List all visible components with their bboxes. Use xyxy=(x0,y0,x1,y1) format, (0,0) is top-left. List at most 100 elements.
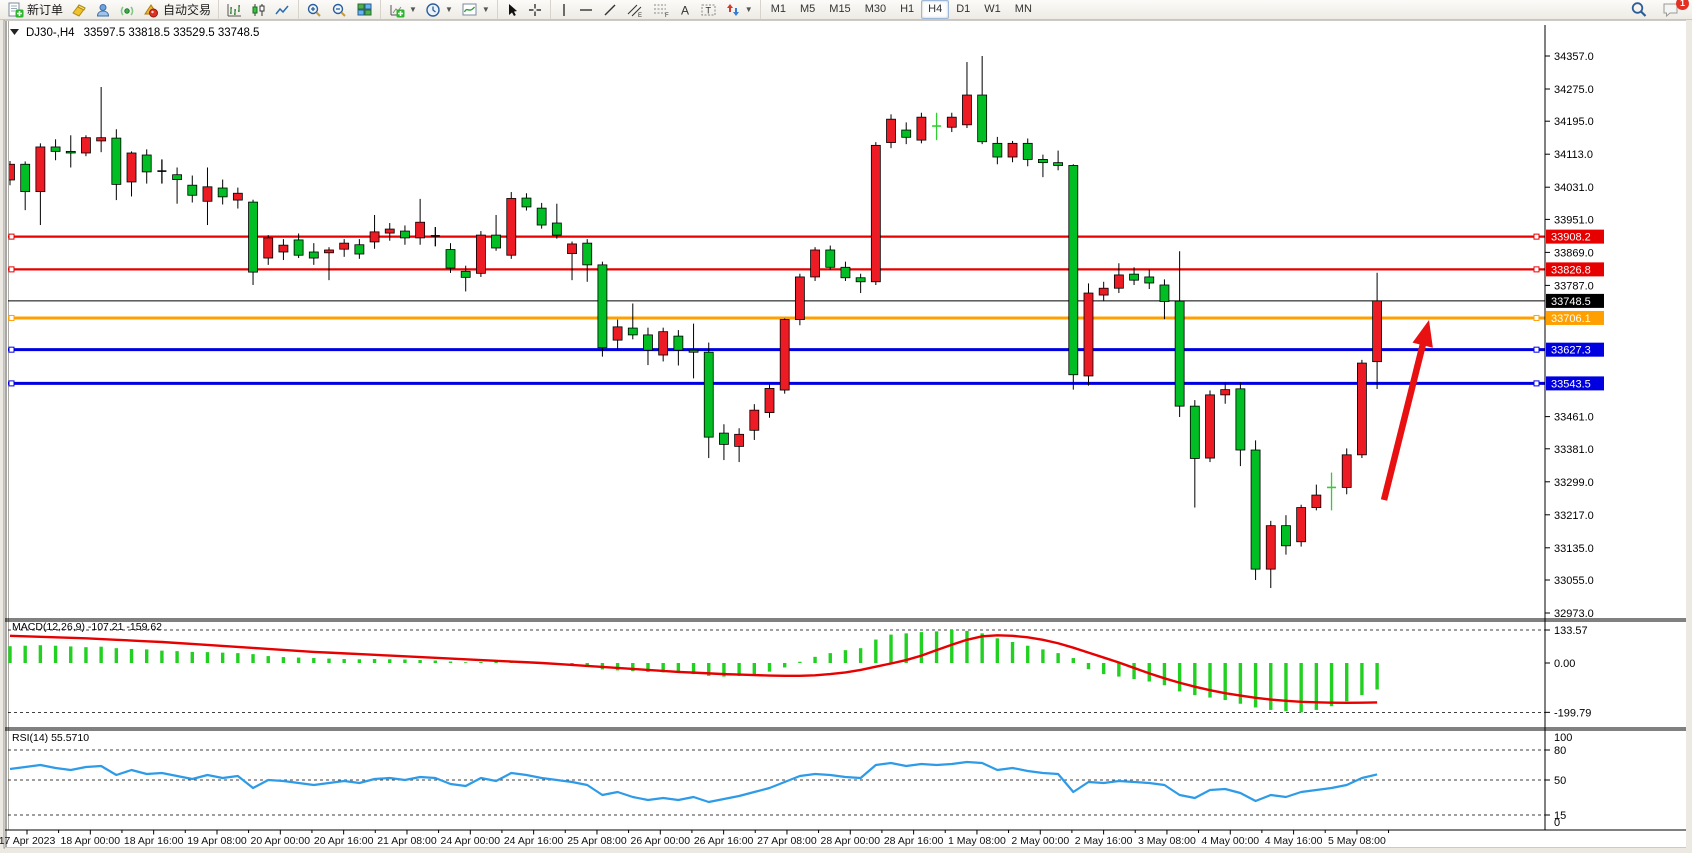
channel-icon[interactable]: E xyxy=(622,0,648,20)
vline-icon[interactable] xyxy=(554,0,574,20)
time-tick-label: 17 Apr 2023 xyxy=(0,835,55,847)
crosshair-icon[interactable] xyxy=(523,0,547,20)
bull-candle xyxy=(810,249,820,278)
price-tick-label: 34275.0 xyxy=(1554,84,1594,96)
fibonacci-icon[interactable]: F xyxy=(648,0,674,20)
trend-arrow-annotation[interactable] xyxy=(1380,320,1433,501)
line-handle[interactable] xyxy=(1533,233,1540,240)
line-handle[interactable] xyxy=(8,233,15,240)
toolbar-group-chart-types xyxy=(218,0,298,19)
price-tick-label: 34357.0 xyxy=(1554,51,1594,63)
bear-candle xyxy=(627,327,638,336)
bull-candle xyxy=(1220,389,1231,396)
line-handle[interactable] xyxy=(8,346,15,353)
bear-candle xyxy=(65,150,76,154)
time-tick-label: 2 May 00:00 xyxy=(1011,835,1069,847)
toolbar-button-label: 自动交易 xyxy=(163,3,212,17)
time-tick-label: 20 Apr 00:00 xyxy=(251,835,311,847)
bull-candle xyxy=(369,231,380,243)
autotrade-button[interactable]: 自动交易 xyxy=(139,0,215,20)
chevron-down-icon: ▼ xyxy=(744,5,753,14)
bull-candle xyxy=(567,243,577,255)
bull-candle xyxy=(779,319,790,391)
price-line-badge xyxy=(1546,342,1604,357)
bull-candle xyxy=(96,137,107,142)
price-chart[interactable]: 34357.0 34275.0 34195.0 34113.0 34031.0 33951… xyxy=(0,19,1692,853)
price-tick-label: 33217.0 xyxy=(1554,510,1594,522)
timeframe-mn-button[interactable]: MN xyxy=(1014,3,1032,15)
bull-candle xyxy=(81,137,91,154)
timeframe-m5-button[interactable]: M5 xyxy=(800,3,816,15)
label-icon[interactable]: T xyxy=(696,0,721,20)
bear-candle xyxy=(217,187,228,198)
bar-chart-icon[interactable] xyxy=(222,0,247,20)
timeframe-h4-button[interactable]: H4 xyxy=(921,0,950,19)
price-line-badge xyxy=(1546,229,1604,244)
chevron-down-icon: ▼ xyxy=(481,5,490,14)
zoom-in-icon[interactable] xyxy=(302,0,327,20)
bull-candle xyxy=(962,94,972,126)
line-handle[interactable] xyxy=(1533,314,1540,321)
time-tick-label: 20 Apr 16:00 xyxy=(314,835,374,847)
bear-candle xyxy=(1053,162,1064,166)
signal-icon[interactable] xyxy=(115,0,139,20)
bear-candle xyxy=(901,129,912,138)
timeframe-h1-button[interactable]: H1 xyxy=(900,3,915,15)
rsi-tick-label: 50 xyxy=(1554,775,1566,787)
line-handle[interactable] xyxy=(1533,380,1540,387)
tile-windows-icon[interactable] xyxy=(352,0,377,20)
line-handle[interactable] xyxy=(1533,346,1540,353)
rsi-line xyxy=(9,760,1378,804)
timeframe-w1-button[interactable]: W1 xyxy=(984,3,1001,15)
price-line-badge-label: 33908.2 xyxy=(1551,232,1591,244)
line-handle[interactable] xyxy=(8,380,15,387)
bear-candle xyxy=(491,234,501,249)
bull-candle xyxy=(1372,300,1382,363)
candles-layer xyxy=(9,56,1382,589)
bear-candle xyxy=(445,249,456,269)
time-tick-label: 4 May 16:00 xyxy=(1265,835,1323,847)
trendline-icon[interactable] xyxy=(598,0,622,20)
timeframe-d1-button[interactable]: D1 xyxy=(956,3,971,15)
toolbar-right: 1 xyxy=(1626,0,1692,20)
new-order-button[interactable]: 新订单 xyxy=(3,0,67,20)
chat-button[interactable]: 1 xyxy=(1658,0,1689,20)
rsi-tick-label: 0 xyxy=(1554,817,1560,829)
new-chart-icon[interactable]: ▼ xyxy=(384,0,421,20)
styler-icon[interactable] xyxy=(67,0,91,20)
timeframe-m15-button[interactable]: M15 xyxy=(829,3,851,15)
profile-icon[interactable] xyxy=(91,0,115,20)
bull-candle xyxy=(232,192,243,201)
svg-text:T: T xyxy=(705,5,711,15)
indicators-icon[interactable]: ▼ xyxy=(457,0,494,20)
zoom-out-icon[interactable] xyxy=(327,0,352,20)
search-button[interactable] xyxy=(1626,0,1652,20)
bull-candle xyxy=(278,244,289,253)
line-handle[interactable] xyxy=(8,266,15,273)
line-handle[interactable] xyxy=(1533,266,1540,273)
shapes-icon[interactable]: ▼ xyxy=(721,0,757,20)
line-chart-icon[interactable] xyxy=(270,0,295,20)
text-icon[interactable]: A xyxy=(674,0,696,20)
line-handle[interactable] xyxy=(8,314,15,321)
macd-tick-label: -199.79 xyxy=(1554,707,1591,719)
period-icon[interactable]: ▼ xyxy=(421,0,457,20)
bull-candle xyxy=(475,234,486,274)
timeframe-m1-button[interactable]: M1 xyxy=(770,3,786,15)
hline-icon[interactable] xyxy=(574,0,598,20)
price-line-badge-label: 33748.5 xyxy=(1551,296,1591,308)
timeframe-m30-button[interactable]: M30 xyxy=(864,3,887,15)
chart-window xyxy=(3,19,1688,849)
bull-candle xyxy=(202,186,213,202)
price-axis: 34357.0 34275.0 34195.0 34113.0 34031.0 33951… xyxy=(1544,25,1604,830)
candle-chart-icon[interactable] xyxy=(247,0,270,20)
bear-candle xyxy=(992,142,1003,158)
bull-candle xyxy=(384,228,395,234)
bull-candle xyxy=(1265,525,1276,570)
time-tick-label: 24 Apr 00:00 xyxy=(441,835,501,847)
cursor-icon[interactable] xyxy=(501,0,523,20)
bear-candle xyxy=(1038,159,1048,164)
chart-collapse-icon[interactable] xyxy=(10,29,19,35)
time-tick-label: 28 Apr 16:00 xyxy=(884,835,944,847)
time-axis: 17 Apr 2023 18 Apr 00:00 18 Apr 16:00 19 Ap… xyxy=(0,829,1686,847)
